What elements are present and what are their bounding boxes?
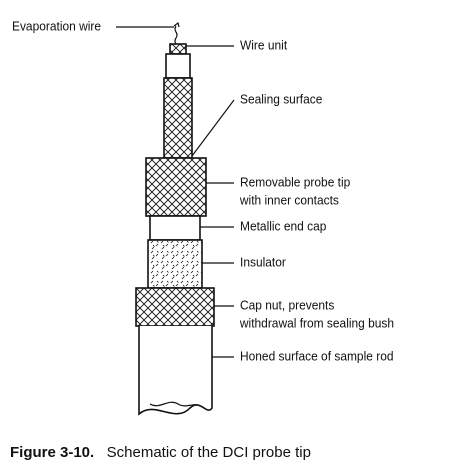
label-cap-nut-line1: Cap nut, prevents — [240, 298, 334, 313]
label-wire-unit: Wire unit — [240, 38, 288, 53]
label-insulator: Insulator — [240, 255, 286, 270]
sample-rod-break-line — [149, 401, 201, 407]
evaporation-wire-tip — [173, 21, 180, 28]
wire-unit — [169, 43, 187, 55]
figure-number: Figure 3-10. — [10, 444, 94, 461]
label-probe-tip-line2: with inner contacts — [239, 193, 339, 208]
sample-rod — [138, 326, 213, 416]
figure-title: Schematic of the DCI probe tip — [107, 444, 311, 461]
metallic-end-cap — [149, 215, 201, 241]
cap-nut — [135, 287, 215, 327]
sealing-surface-shaft — [163, 77, 193, 159]
wire-unit-sleeve — [165, 53, 191, 79]
label-sealing-surface: Sealing surface — [240, 92, 322, 107]
removable-probe-tip — [145, 157, 207, 217]
insulator — [147, 239, 203, 289]
leader-sealing-surface — [191, 99, 235, 157]
label-probe-tip-line1: Removable probe tip — [240, 175, 350, 190]
label-evaporation-wire: Evaporation wire — [12, 19, 101, 34]
figure-caption: Figure 3-10. Schematic of the DCI probe … — [10, 444, 311, 461]
label-metallic-end-cap: Metallic end cap — [240, 219, 326, 234]
label-cap-nut-line2: withdrawal from sealing bush — [239, 316, 394, 331]
label-honed-surface: Honed surface of sample rod — [240, 349, 394, 364]
